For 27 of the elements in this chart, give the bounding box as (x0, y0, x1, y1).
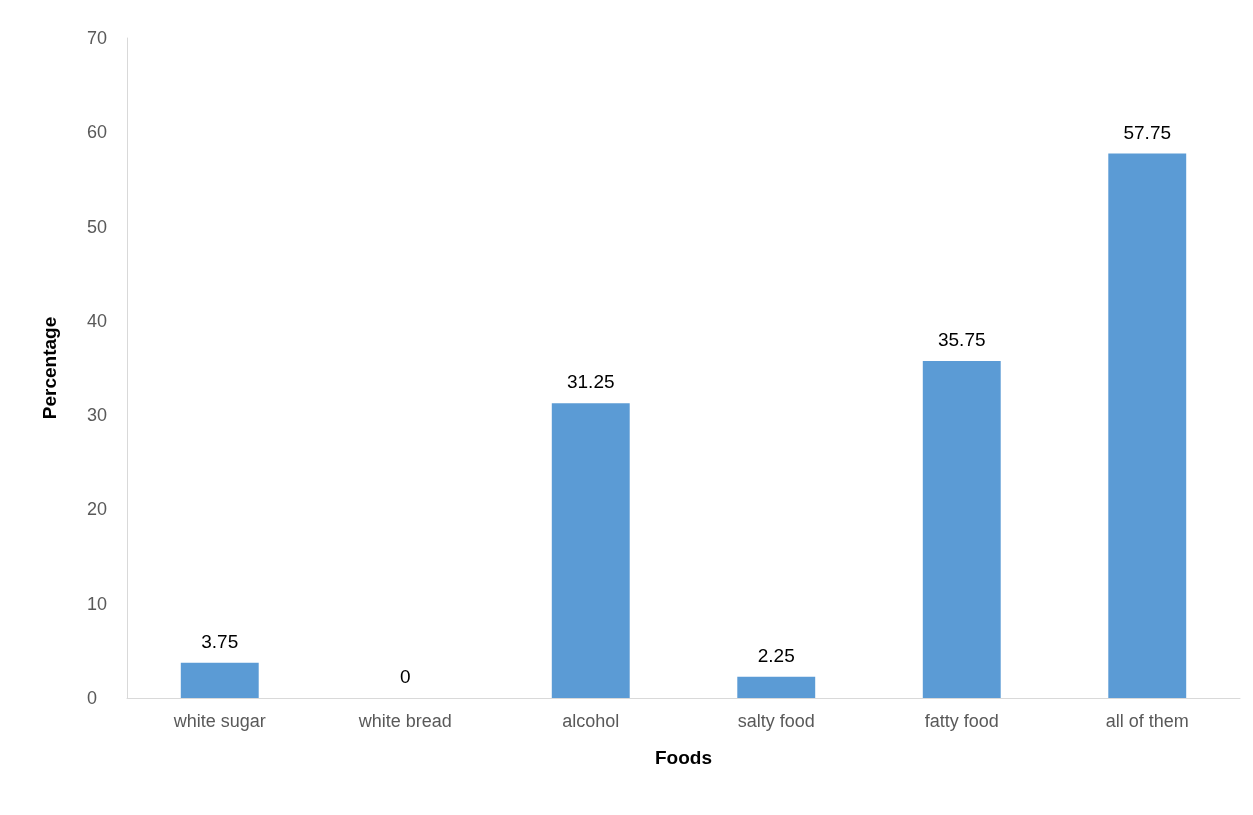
y-tick-label: 60 (87, 122, 108, 143)
data-label: 31.25 (566, 371, 615, 393)
data-label: 35.75 (937, 328, 986, 350)
data-label: 2.25 (757, 644, 795, 666)
y-tick-label: 30 (87, 405, 108, 426)
x-tick-label: white bread (357, 711, 452, 731)
x-tick-label: fatty food (924, 711, 999, 731)
data-label: 0 (399, 666, 411, 687)
x-tick-label: all of them (1105, 711, 1189, 731)
y-tick-label: 40 (87, 310, 108, 331)
x-tick-label: salty food (737, 711, 815, 731)
bar (1108, 153, 1187, 698)
data-label: 3.75 (201, 630, 239, 652)
y-tick-label: 50 (87, 216, 108, 237)
bar (180, 662, 259, 698)
y-axis-title: Percentage (39, 316, 60, 420)
y-tick-label: 0 (87, 688, 98, 708)
x-axis-title: Foods (655, 747, 712, 768)
x-tick-label: alcohol (562, 711, 620, 731)
bar (737, 676, 816, 698)
bar (922, 360, 1001, 698)
y-tick-label: 20 (87, 499, 108, 520)
x-tick-label: white sugar (172, 711, 266, 731)
y-tick-label: 70 (87, 28, 108, 48)
y-tick-label: 10 (87, 593, 108, 614)
bar (551, 403, 630, 698)
data-label: 57.75 (1123, 121, 1172, 143)
